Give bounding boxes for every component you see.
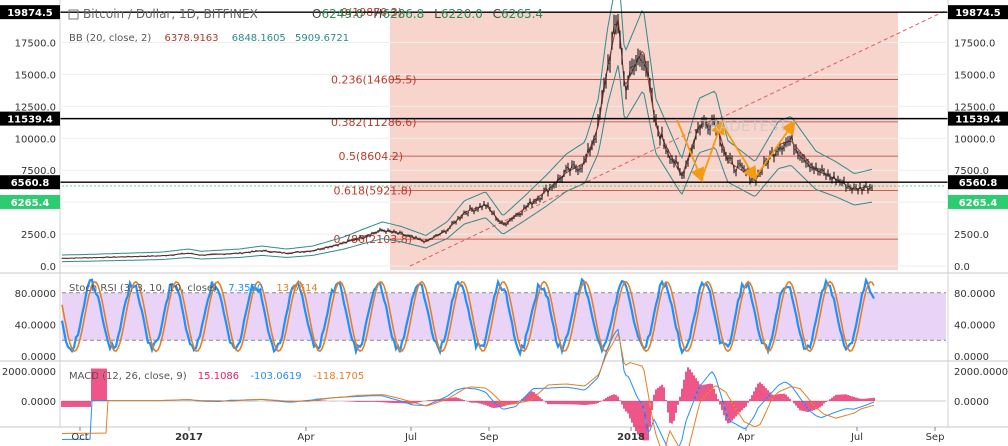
fib-level-label: 0.382(11286.6) bbox=[331, 116, 417, 129]
current-price-tag-left-text: 6265.4 bbox=[11, 198, 50, 209]
fib-level-label: 0.236(14605.5) bbox=[331, 73, 417, 86]
watermark: TRADETEST bbox=[699, 117, 788, 135]
stoch-axis-tick-right: 80.0000 bbox=[954, 289, 995, 300]
time-axis-tick-label: Oct bbox=[71, 432, 88, 443]
ohlc-values: O6249.0 H6286.8 L6220.0 C6265.4 bbox=[312, 7, 543, 21]
price-axis-tick-left: 15000.0 bbox=[15, 70, 56, 81]
fib-level-label: 0.5(8604.2) bbox=[339, 150, 404, 163]
price-axis-tick-left: 12500.0 bbox=[15, 102, 56, 113]
time-axis-tick-label: Jul bbox=[850, 432, 863, 443]
fib-level-label: 0.786(2103.8) bbox=[334, 233, 413, 246]
stoch-axis-tick-right: 40.0000 bbox=[954, 320, 995, 331]
stoch-axis-tick-left: 40.0000 bbox=[15, 320, 56, 331]
chart-header: Bitcoin / Dollar, 1D, BITFINEX O6249.0 H… bbox=[68, 7, 543, 382]
stoch-legend: Stoch RSI (3, 3, 10, 10, close) 7.3520 1… bbox=[69, 283, 318, 294]
macd-axis-tick-right: 2000.0000 bbox=[954, 367, 1008, 378]
macd-panel[interactable] bbox=[61, 328, 946, 446]
current-price-tag-left bbox=[0, 194, 60, 209]
price-tag-left-text: 6560.8 bbox=[11, 178, 50, 189]
price-tags: 19874.5 19874.5 11539.4 11539.4 6560.8 6560.8… bbox=[0, 5, 1008, 209]
fib-level-label: 0.618(5921.8) bbox=[334, 184, 413, 197]
price-tag-right-text: 11539.4 bbox=[955, 115, 1001, 126]
horizontal-lines[interactable] bbox=[0, 11, 1008, 187]
stoch-axis-tick-right: 0.0000 bbox=[954, 352, 989, 363]
price-axis-tick-right: 17500.0 bbox=[954, 38, 995, 49]
price-axis-tick-left: 10000.0 bbox=[15, 134, 56, 145]
price-line bbox=[61, 23, 873, 259]
price-tag-right bbox=[948, 5, 1008, 20]
price-tag-left-text: 19874.5 bbox=[7, 8, 53, 19]
stoch-rsi-panel[interactable] bbox=[60, 277, 946, 358]
price-tag-left bbox=[0, 111, 60, 126]
time-axis-tick-label: Sep bbox=[480, 432, 499, 443]
time-axis-tick-label: Jul bbox=[404, 432, 417, 443]
time-axis-tick-label: Apr bbox=[737, 432, 755, 443]
price-axis-tick-left: 7500.0 bbox=[21, 166, 56, 177]
stoch-k-line bbox=[60, 277, 875, 358]
price-axis-tick-right: 10000.0 bbox=[954, 134, 995, 145]
time-axis-tick-label: 2017 bbox=[175, 432, 203, 443]
macd-axis-tick-right: 0.0000 bbox=[954, 397, 989, 408]
price-axis-tick-right: 15000.0 bbox=[954, 70, 995, 81]
current-price-tag-right-text: 6265.4 bbox=[959, 198, 998, 209]
time-axis-tick-label: Apr bbox=[297, 432, 315, 443]
time-axis-tick-label: 2018 bbox=[617, 432, 645, 443]
price-axis-tick-right: 12500.0 bbox=[954, 102, 995, 113]
price-tag-right-text: 6560.8 bbox=[959, 178, 998, 189]
price-tag-left bbox=[0, 175, 60, 190]
stoch-d-line bbox=[61, 280, 875, 353]
price-series bbox=[61, 14, 873, 259]
bb-legend: BB (20, close, 2) 6378.9163 6848.1605 59… bbox=[69, 33, 349, 44]
symbol-title: Bitcoin / Dollar, 1D, BITFINEX bbox=[83, 7, 258, 21]
stoch-axis-tick-left: 80.0000 bbox=[15, 289, 56, 300]
trendline[interactable] bbox=[409, 10, 947, 267]
price-tag-right-text: 19874.5 bbox=[955, 8, 1001, 19]
trendline[interactable] bbox=[409, 10, 947, 267]
price-tag-right bbox=[948, 175, 1008, 190]
pattern-arrow[interactable] bbox=[754, 120, 796, 179]
pattern-arrow[interactable] bbox=[675, 118, 705, 183]
collapse-icon[interactable] bbox=[68, 9, 79, 20]
price-tag-right bbox=[948, 111, 1008, 126]
current-price-tag-right bbox=[948, 194, 1008, 209]
macd-legend: MACD (12, 26, close, 9) 15.1086 -103.061… bbox=[69, 371, 364, 382]
price-axis-tick-right: 2500.0 bbox=[954, 230, 989, 241]
pattern-arrow[interactable] bbox=[700, 119, 725, 180]
stoch-axis-tick-left: 0.0000 bbox=[21, 352, 56, 363]
price-axis-tick-right: 0.0 bbox=[954, 262, 970, 273]
price-axis-tick-left: 0.0 bbox=[40, 262, 56, 273]
signal-line bbox=[62, 332, 875, 446]
pattern-arrows[interactable] bbox=[675, 118, 796, 183]
time-axis-tick-label: Sep bbox=[926, 432, 945, 443]
macd-axis-tick-left: 2000.0000 bbox=[2, 367, 56, 378]
price-tag-left bbox=[0, 5, 60, 20]
price-axis-tick-right: 7500.0 bbox=[954, 166, 989, 177]
price-axis-tick-left: 17500.0 bbox=[15, 38, 56, 49]
macd-axis-tick-left: 0.0000 bbox=[21, 397, 56, 408]
bb-lower-band bbox=[62, 65, 873, 263]
price-tag-left-text: 11539.4 bbox=[7, 115, 53, 126]
pattern-arrow[interactable] bbox=[720, 122, 757, 181]
price-axis-tick-left: 2500.0 bbox=[21, 230, 56, 241]
fib-retracement-zone[interactable] bbox=[390, 12, 898, 270]
